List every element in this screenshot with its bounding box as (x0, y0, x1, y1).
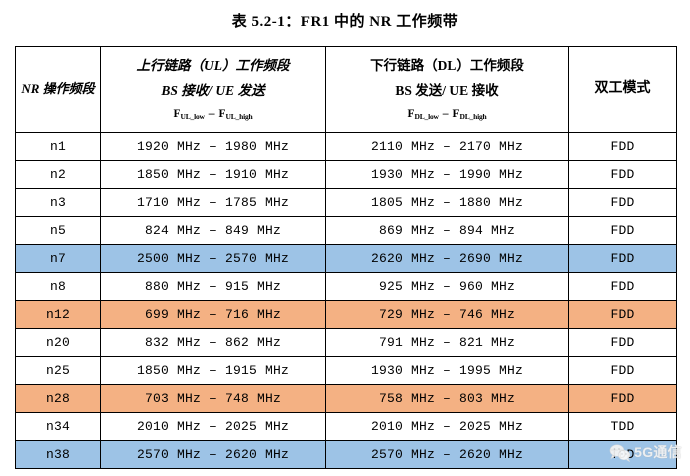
formula-sub-dl-low: DL_low (414, 112, 439, 122)
cell-duplex-mode: FDD (568, 244, 677, 273)
cell-duplex-mode: TDD (568, 440, 677, 469)
bands-table-container: NR 操作频段 上行链路（UL）工作频段 BS 接收/ UE 发送 FUL_lo… (15, 46, 677, 469)
cell-duplex-mode: FDD (568, 384, 677, 413)
table-row: n20 832 MHz – 862 MHz 791 MHz – 821 MHz FDD (15, 328, 677, 357)
cell-band: n20 (15, 328, 101, 357)
header-label-duplex: 双工模式 (594, 81, 651, 97)
cell-downlink-range: 1930 MHz – 1990 MHz (325, 160, 569, 189)
cell-downlink-range: 758 MHz – 803 MHz (325, 384, 569, 413)
cell-band: n7 (15, 244, 101, 273)
table-row: n2 1850 MHz – 1910 MHz 1930 MHz – 1990 MHz… (15, 160, 677, 189)
cell-uplink-range: 824 MHz – 849 MHz (100, 216, 326, 245)
cell-downlink-range: 2570 MHz – 2620 MHz (325, 440, 569, 469)
cell-downlink-range: 925 MHz – 960 MHz (325, 272, 569, 301)
cell-uplink-range: 1850 MHz – 1915 MHz (100, 356, 326, 385)
cell-uplink-range: 703 MHz – 748 MHz (100, 384, 326, 413)
formula-f-symbol-dl-high: F (452, 108, 460, 121)
table-header: NR 操作频段 上行链路（UL）工作频段 BS 接收/ UE 发送 FUL_lo… (15, 46, 677, 133)
cell-band: n3 (15, 188, 101, 217)
cell-band: n1 (15, 132, 101, 161)
cell-downlink-range: 869 MHz – 894 MHz (325, 216, 569, 245)
header-cell-duplex: 双工模式 (568, 46, 677, 133)
nr-bands-table: NR 操作频段 上行链路（UL）工作频段 BS 接收/ UE 发送 FUL_lo… (15, 46, 677, 469)
cell-band: n25 (15, 356, 101, 385)
cell-duplex-mode: FDD (568, 160, 677, 189)
cell-downlink-range: 729 MHz – 746 MHz (325, 300, 569, 329)
header-row: NR 操作频段 上行链路（UL）工作频段 BS 接收/ UE 发送 FUL_lo… (15, 46, 677, 133)
cell-duplex-mode: FDD (568, 328, 677, 357)
table-row: n25 1850 MHz – 1915 MHz 1930 MHz – 1995 MH… (15, 356, 677, 385)
table-body: n1 1920 MHz – 1980 MHz 2110 MHz – 2170 MHz… (15, 132, 677, 469)
cell-band: n2 (15, 160, 101, 189)
formula-dash-ul: – (208, 108, 215, 121)
cell-uplink-range: 2500 MHz – 2570 MHz (100, 244, 326, 273)
cell-uplink-range: 699 MHz – 716 MHz (100, 300, 326, 329)
header-cell-uplink: 上行链路（UL）工作频段 BS 接收/ UE 发送 FUL_low – FUL_hi… (100, 46, 326, 133)
cell-band: n34 (15, 412, 101, 441)
table-row: n1 1920 MHz – 1980 MHz 2110 MHz – 2170 MHz… (15, 132, 677, 161)
formula-f-symbol-ul-high: F (218, 108, 226, 121)
header-cell-downlink: 下行链路（DL）工作频段 BS 发送/ UE 接收 FDL_low – FDL_hi… (325, 46, 569, 133)
header-label-downlink-direction: BS 发送/ UE 接收 (395, 82, 499, 98)
cell-duplex-mode: FDD (568, 216, 677, 245)
cell-duplex-mode: FDD (568, 132, 677, 161)
table-row: n7 2500 MHz – 2570 MHz 2620 MHz – 2690 MHz… (15, 244, 677, 273)
formula-sub-ul-high: UL_high (225, 112, 253, 122)
header-cell-band: NR 操作频段 (15, 46, 101, 133)
header-label-uplink-title: 上行链路（UL）工作频段 (136, 58, 290, 74)
table-row: n38 2570 MHz – 2620 MHz 2570 MHz – 2620 MH… (15, 440, 677, 469)
header-label-uplink-direction: BS 接收/ UE 发送 (161, 82, 265, 98)
cell-downlink-range: 791 MHz – 821 MHz (325, 328, 569, 357)
cell-uplink-range: 1710 MHz – 1785 MHz (100, 188, 326, 217)
cell-uplink-range: 832 MHz – 862 MHz (100, 328, 326, 357)
cell-duplex-mode: FDD (568, 356, 677, 385)
cell-band: n8 (15, 272, 101, 301)
cell-duplex-mode: FDD (568, 188, 677, 217)
formula-dash-dl: – (442, 108, 449, 121)
formula-f-symbol-dl-low: F (407, 108, 415, 121)
header-label-band: NR 操作频段 (21, 81, 95, 97)
header-label-downlink-title: 下行链路（DL）工作频段 (370, 58, 524, 74)
cell-downlink-range: 1805 MHz – 1880 MHz (325, 188, 569, 217)
cell-band: n38 (15, 440, 101, 469)
table-row: n34 2010 MHz – 2025 MHz 2010 MHz – 2025 MH… (15, 412, 677, 441)
formula-sub-ul-low: UL_low (180, 112, 205, 122)
cell-downlink-range: 1930 MHz – 1995 MHz (325, 356, 569, 385)
table-caption: 表 5.2-1：FR1 中的 NR 工作频带 (231, 14, 459, 30)
table-row: n12 699 MHz – 716 MHz 729 MHz – 746 MHz FDD (15, 300, 677, 329)
header-formula-downlink: FDL_low – FDL_high (326, 106, 568, 123)
cell-downlink-range: 2620 MHz – 2690 MHz (325, 244, 569, 273)
cell-uplink-range: 1920 MHz – 1980 MHz (100, 132, 326, 161)
cell-uplink-range: 2570 MHz – 2620 MHz (100, 440, 326, 469)
cell-uplink-range: 1850 MHz – 1910 MHz (100, 160, 326, 189)
cell-duplex-mode: TDD (568, 412, 677, 441)
header-formula-uplink: FUL_low – FUL_high (101, 106, 325, 123)
formula-sub-dl-high: DL_high (459, 112, 487, 122)
table-row: n5 824 MHz – 849 MHz 869 MHz – 894 MHz FDD (15, 216, 677, 245)
cell-downlink-range: 2110 MHz – 2170 MHz (325, 132, 569, 161)
cell-uplink-range: 2010 MHz – 2025 MHz (100, 412, 326, 441)
formula-f-symbol-ul-low: F (173, 108, 181, 121)
cell-band: n5 (15, 216, 101, 245)
cell-downlink-range: 2010 MHz – 2025 MHz (325, 412, 569, 441)
cell-uplink-range: 880 MHz – 915 MHz (100, 272, 326, 301)
table-row: n3 1710 MHz – 1785 MHz 1805 MHz – 1880 MHz… (15, 188, 677, 217)
table-row: n28 703 MHz – 748 MHz 758 MHz – 803 MHz FDD (15, 384, 677, 413)
cell-duplex-mode: FDD (568, 300, 677, 329)
cell-band: n12 (15, 300, 101, 329)
cell-band: n28 (15, 384, 101, 413)
table-row: n8 880 MHz – 915 MHz 925 MHz – 960 MHz FDD (15, 272, 677, 301)
cell-duplex-mode: FDD (568, 272, 677, 301)
